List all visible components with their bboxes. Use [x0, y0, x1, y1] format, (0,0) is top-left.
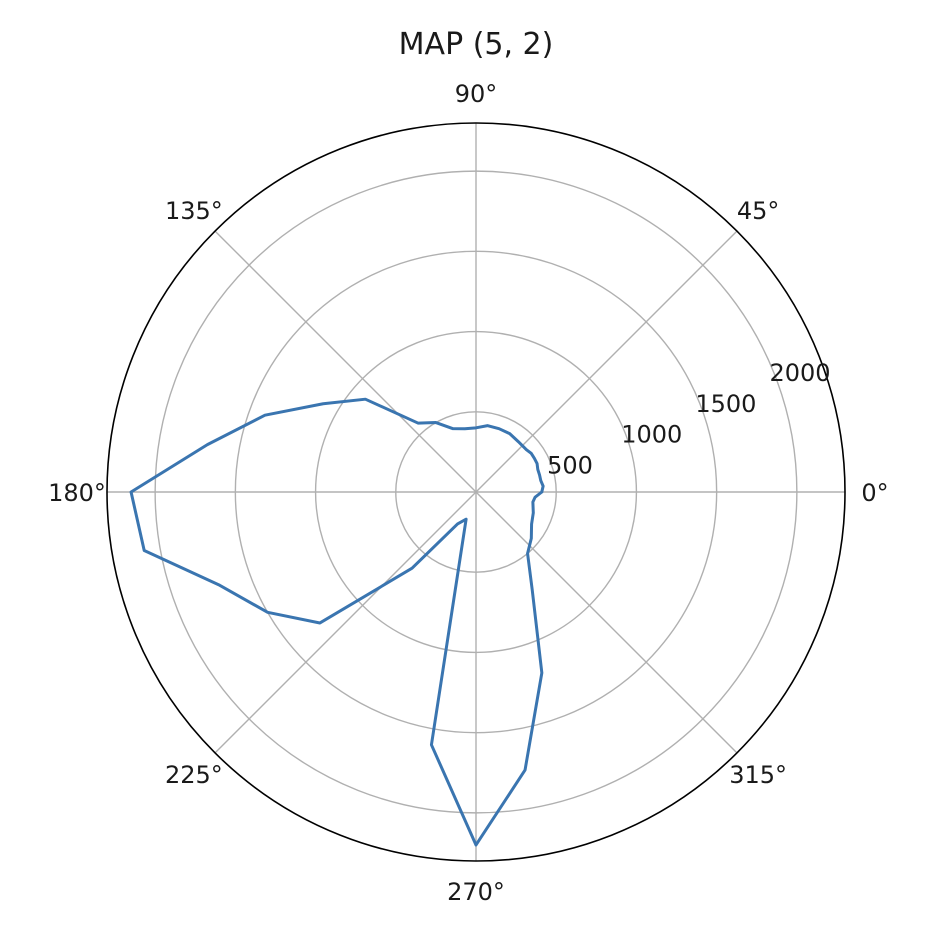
angle-tick-label-135: 135°: [165, 197, 223, 225]
angular-gridline-315: [475, 491, 738, 754]
angle-tick-label-45: 45°: [737, 197, 780, 225]
polar-frame: [106, 122, 846, 862]
chart-title: MAP (5, 2): [399, 27, 554, 62]
grid-layer: [106, 122, 846, 862]
angle-tick-label-225: 225°: [165, 761, 223, 789]
radial-tick-label-2000: 2000: [769, 359, 830, 387]
angle-tick-label-180: 180°: [48, 479, 106, 507]
radial-tick-label-1000: 1000: [621, 421, 682, 449]
label-layer: 0° 45° 90° 135° 180° 225° 270° 315° 500 1000 1500 2…: [48, 80, 889, 906]
series-line-0: [129, 397, 545, 847]
angular-gridline-45: [475, 230, 738, 493]
series-layer: [129, 397, 545, 847]
radial-tick-label-500: 500: [547, 451, 593, 479]
angular-gridline-225: [214, 491, 477, 754]
angle-tick-label-90: 90°: [455, 80, 498, 108]
angular-gridline-135: [214, 230, 477, 493]
radial-tick-label-1500: 1500: [695, 390, 756, 418]
angle-tick-label-0: 0°: [861, 479, 888, 507]
angle-tick-label-315: 315°: [729, 761, 787, 789]
angle-tick-label-270: 270°: [447, 878, 505, 906]
